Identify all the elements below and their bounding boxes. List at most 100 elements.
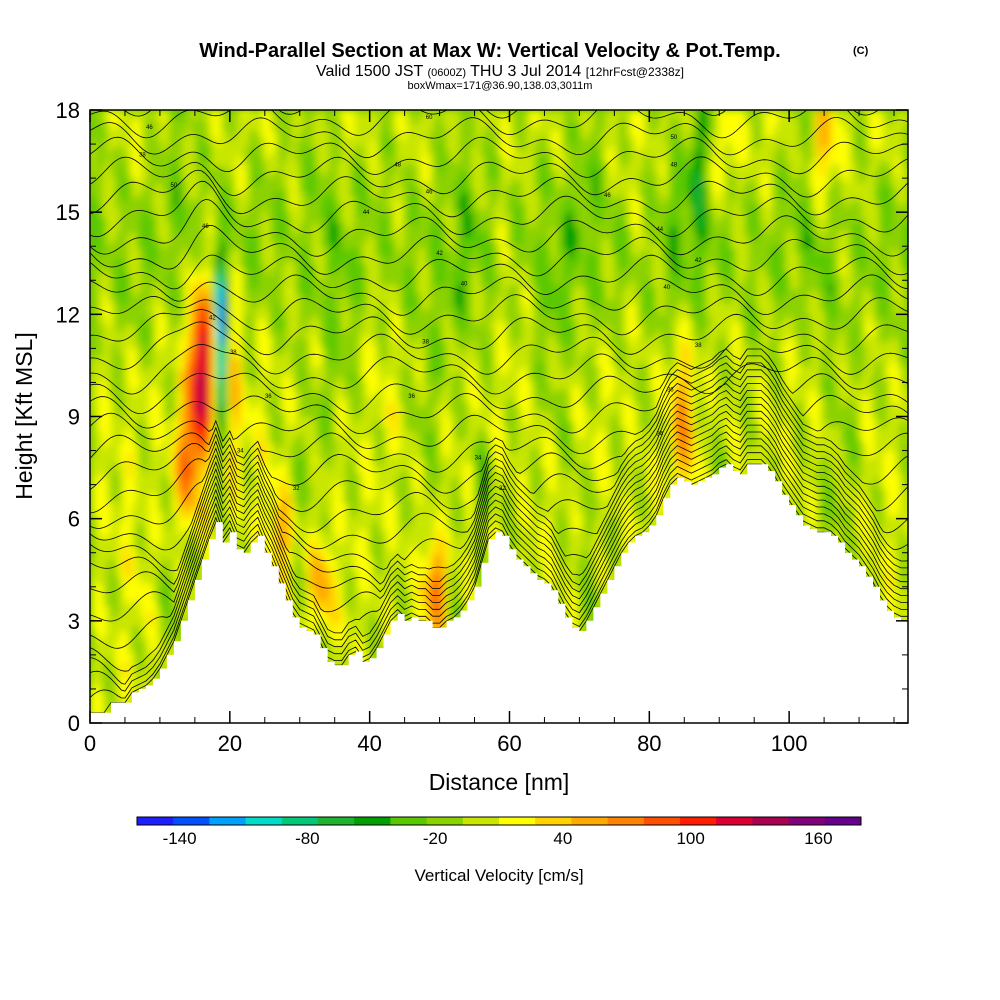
velocity-cell — [232, 436, 238, 443]
velocity-cell — [127, 350, 133, 356]
velocity-cell — [199, 391, 204, 397]
velocity-cell — [165, 411, 171, 418]
velocity-cell — [115, 140, 120, 147]
velocity-cell — [169, 523, 175, 530]
velocity-cell — [165, 242, 171, 249]
velocity-cell — [194, 268, 200, 275]
velocity-cell — [123, 176, 129, 183]
velocity-cell — [161, 161, 167, 167]
velocity-cell — [131, 646, 137, 653]
velocity-cell — [140, 534, 146, 540]
velocity-cell — [102, 534, 108, 540]
velocity-cell — [106, 166, 112, 172]
velocity-cell — [144, 391, 150, 397]
velocity-cell — [199, 488, 204, 494]
velocity-cell — [199, 314, 204, 320]
velocity-cell — [245, 227, 250, 234]
velocity-cell — [102, 702, 108, 709]
velocity-cell — [182, 171, 188, 177]
velocity-cell — [203, 166, 209, 172]
velocity-cell — [253, 314, 259, 320]
velocity-cell — [228, 115, 234, 121]
velocity-cell — [115, 360, 120, 366]
velocity-cell — [257, 324, 263, 331]
velocity-cell — [140, 467, 146, 474]
velocity-cell — [140, 472, 146, 479]
velocity-cell — [123, 452, 129, 458]
velocity-cell — [257, 406, 263, 412]
velocity-cell — [106, 370, 112, 377]
velocity-cell — [102, 380, 108, 387]
velocity-cell — [115, 631, 120, 637]
velocity-cell — [94, 615, 99, 622]
velocity-cell — [144, 314, 150, 320]
velocity-cell — [182, 528, 188, 535]
velocity-cell — [140, 299, 146, 305]
velocity-cell — [131, 656, 137, 663]
velocity-cell — [115, 237, 120, 244]
velocity-cell — [182, 145, 188, 152]
velocity-cell — [102, 253, 108, 259]
velocity-cell — [203, 554, 209, 561]
velocity-cell — [224, 334, 229, 341]
velocity-cell — [131, 421, 137, 428]
velocity-cell — [115, 355, 120, 361]
velocity-cell — [98, 370, 104, 377]
velocity-cell — [140, 590, 146, 596]
velocity-cell — [165, 559, 171, 566]
velocity-cell — [190, 145, 196, 152]
velocity-cell — [161, 380, 167, 387]
velocity-cell — [161, 416, 167, 423]
velocity-cell — [136, 140, 141, 147]
velocity-cell — [119, 324, 125, 331]
velocity-cell — [228, 442, 234, 448]
velocity-cell — [270, 528, 276, 535]
velocity-cell — [190, 186, 196, 193]
velocity-cell — [152, 319, 158, 326]
velocity-cell — [203, 293, 209, 300]
velocity-cell — [266, 391, 271, 397]
velocity-cell — [224, 314, 229, 320]
velocity-cell — [173, 518, 179, 525]
velocity-cell — [211, 212, 217, 218]
velocity-cell — [270, 549, 276, 555]
velocity-cell — [190, 191, 196, 198]
velocity-cell — [245, 375, 250, 382]
velocity-cell — [115, 549, 120, 555]
velocity-cell — [169, 620, 175, 627]
velocity-cell — [111, 145, 116, 152]
velocity-cell — [186, 585, 192, 591]
velocity-cell — [98, 365, 104, 372]
velocity-cell — [190, 232, 196, 239]
velocity-cell — [165, 334, 171, 341]
velocity-cell — [207, 416, 213, 423]
velocity-cell — [194, 365, 200, 372]
velocity-cell — [220, 396, 225, 402]
velocity-cell — [241, 207, 246, 213]
velocity-cell — [211, 452, 217, 458]
velocity-cell — [266, 339, 271, 346]
velocity-cell — [144, 482, 150, 489]
velocity-cell — [161, 314, 167, 320]
velocity-cell — [161, 176, 167, 183]
velocity-cell — [111, 518, 116, 525]
velocity-cell — [253, 130, 259, 137]
velocity-cell — [224, 283, 229, 290]
velocity-cell — [253, 411, 259, 418]
velocity-cell — [232, 360, 238, 366]
velocity-cell — [115, 176, 120, 183]
velocity-cell — [127, 227, 133, 234]
velocity-cell — [169, 488, 175, 494]
velocity-cell — [131, 247, 137, 254]
velocity-cell — [169, 350, 175, 356]
velocity-cell — [98, 339, 104, 346]
velocity-cell — [165, 625, 171, 632]
velocity-cell — [190, 431, 196, 438]
velocity-cell — [173, 559, 179, 566]
velocity-cell — [224, 161, 229, 167]
velocity-cell — [232, 493, 238, 499]
velocity-cell — [270, 457, 276, 464]
velocity-cell — [262, 232, 267, 239]
velocity-cell — [186, 467, 192, 474]
velocity-cell — [194, 421, 200, 428]
